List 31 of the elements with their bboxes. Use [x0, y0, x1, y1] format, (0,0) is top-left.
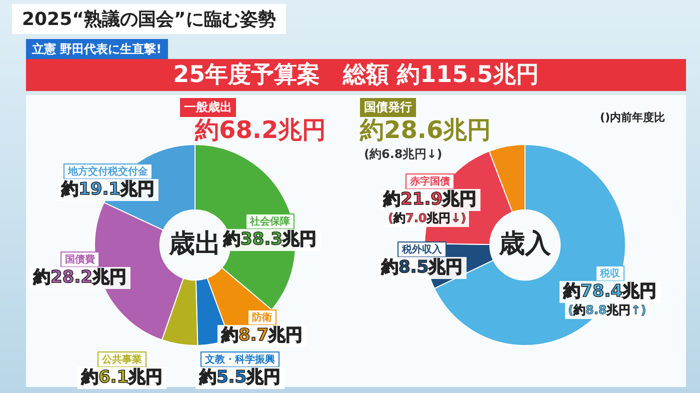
- data-label: 約78.4兆円: [562, 281, 656, 302]
- data-label: 約28.2兆円: [32, 267, 126, 288]
- slice-label: 文教・科学振興: [204, 354, 275, 366]
- data-label: 約21.9兆円: [382, 189, 476, 210]
- data-label: 約5.5兆円: [198, 367, 281, 388]
- text: 一般歳出: [180, 98, 236, 117]
- data-label: 約8.7兆円: [220, 325, 303, 346]
- text: 国債発行: [360, 98, 416, 117]
- slice-label: 赤字国債: [409, 176, 450, 188]
- slice-label: 地方交付税交付金: [67, 166, 149, 178]
- slice-label: 国債費: [65, 254, 95, 266]
- data-label: 約8.5兆円: [380, 257, 463, 278]
- data-label: 約38.3兆円: [222, 229, 316, 250]
- text: 立憲 野田代表に生直撃!: [26, 39, 168, 60]
- text: 25年度予算案 総額 約115.5兆円: [26, 59, 686, 91]
- slice-label: 公共事業: [101, 354, 142, 366]
- text: (約7.0兆円↓): [385, 210, 470, 227]
- slice-label: 防衛: [252, 312, 272, 324]
- text: 約28.6兆円: [360, 115, 492, 146]
- text: 歳入: [498, 228, 552, 259]
- text: 歳出: [168, 228, 221, 259]
- text: (約8.8兆円↑): [565, 302, 650, 319]
- text: 2025“熟議の国会”に臨む姿勢: [12, 4, 286, 34]
- slice-label: 社会保障: [249, 216, 290, 228]
- text: (約6.8兆円↓): [364, 146, 442, 163]
- slice-label: 税外収入: [401, 244, 443, 256]
- slice-label: 税収: [599, 268, 621, 280]
- text: 約68.2兆円: [195, 115, 326, 146]
- data-label: 約19.1兆円: [60, 179, 154, 200]
- text: ()内前年度比: [600, 110, 666, 125]
- data-label: 約6.1兆円: [80, 367, 163, 388]
